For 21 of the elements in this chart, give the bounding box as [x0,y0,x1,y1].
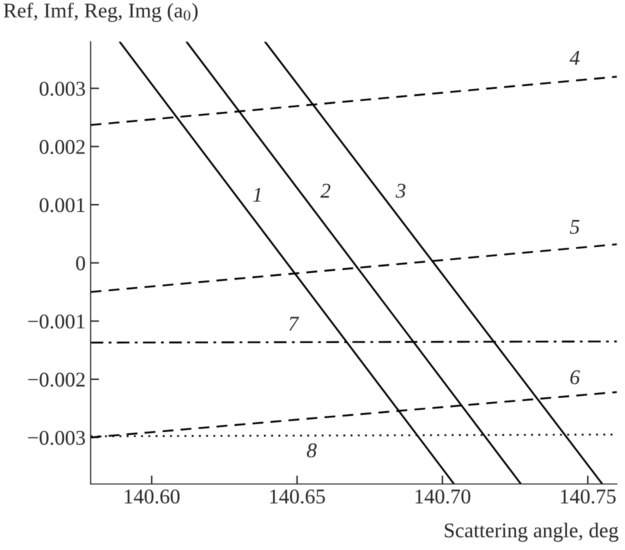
y-tick-label: 0.003 [40,82,85,96]
series-label: 5 [570,220,580,234]
series-label: 2 [320,184,330,198]
x-tick-label: 140.70 [416,489,470,504]
y-tick-label: 0 [76,256,85,270]
series-label: 3 [396,184,406,198]
x-tick-label: 140.75 [560,489,616,504]
series-label: 8 [306,443,317,458]
series-label: 4 [570,51,580,65]
x-tick-label: 140.65 [270,489,325,504]
x-axis-title: Scattering angle, deg [444,522,618,542]
y-tick-label: −0.001 [28,314,85,329]
x-tick-label: 140.60 [124,489,180,504]
y-tick-label: 0.002 [40,140,85,154]
y-tick-label: −0.002 [28,372,85,387]
series-label: 7 [289,316,300,331]
series-label: 6 [570,370,580,384]
y-axis-title: Ref, Imf, Reg, Img (a$_{0}$) [4,2,198,22]
y-tick-label: 0.001 [40,198,85,212]
series-label: 1 [253,188,261,202]
y-tick-label: −0.003 [28,430,85,445]
